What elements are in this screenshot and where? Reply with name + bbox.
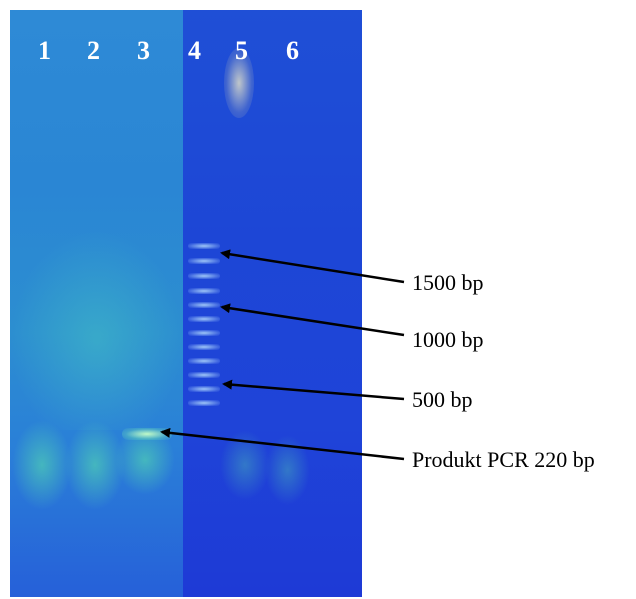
lane-label-6: 6 [286, 36, 299, 65]
arrow-1500bp [220, 249, 405, 284]
label-500bp: 500 bp [412, 387, 473, 412]
ladder-band [188, 400, 220, 406]
agarose-gel-photo: 1 2 3 4 5 6 [10, 10, 362, 597]
ladder-band [188, 243, 220, 249]
arrow-500bp [222, 379, 405, 401]
ladder-band [188, 302, 220, 308]
ladder-band [188, 344, 220, 350]
label-pcr-product: Produkt PCR 220 bp [412, 447, 595, 472]
pcr-product-band [122, 428, 172, 440]
ladder-band [188, 386, 220, 392]
ladder-band [188, 316, 220, 322]
lane-label-2: 2 [87, 36, 100, 65]
ladder-band [188, 358, 220, 364]
arrow-pcr-product [160, 427, 405, 461]
ladder-band [188, 273, 220, 279]
arrow-1000bp [220, 303, 405, 337]
ladder-band [188, 330, 220, 336]
lane-label-1: 1 [38, 36, 51, 65]
lane-1-smear [12, 420, 72, 510]
lane-label-5: 5 [235, 36, 248, 65]
lane-label-3: 3 [137, 36, 150, 65]
lane-5-well-glow [224, 48, 254, 118]
ladder-band [188, 288, 220, 294]
label-1500bp: 1500 bp [412, 270, 484, 295]
label-1000bp: 1000 bp [412, 327, 484, 352]
ladder-band [188, 258, 220, 264]
lane-label-4: 4 [188, 36, 201, 65]
ladder-band [188, 372, 220, 378]
